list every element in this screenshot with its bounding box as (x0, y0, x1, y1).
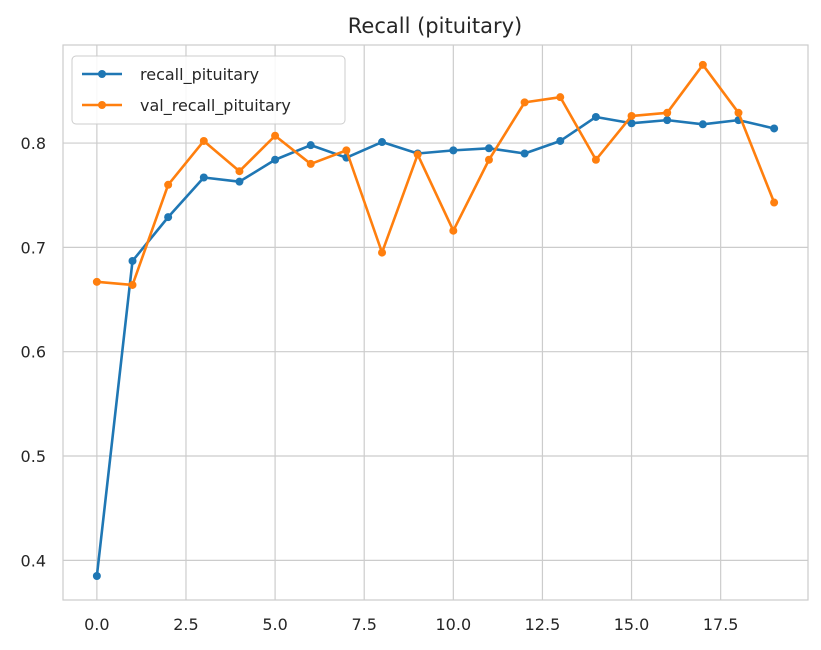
y-axis-ticks: 0.4 0.5 0.6 0.7 0.8 (21, 134, 46, 570)
legend-box (71, 55, 346, 125)
data-point (627, 111, 636, 120)
data-point (734, 108, 743, 117)
data-point (235, 177, 244, 186)
data-point (698, 120, 707, 129)
legend: recall_pituitary val_recall_pituitary (71, 55, 346, 125)
data-point (271, 155, 280, 164)
data-point (770, 124, 779, 133)
chart-title: Recall (pituitary) (348, 14, 522, 38)
data-point (271, 131, 280, 140)
data-point (663, 116, 672, 125)
data-point (378, 138, 387, 147)
legend-item: recall_pituitary (82, 65, 259, 85)
x-tick-label: 17.5 (703, 615, 739, 634)
legend-label: val_recall_pituitary (140, 96, 291, 116)
x-axis-ticks: 0.0 2.5 5.0 7.5 10.0 12.5 15.0 17.5 (84, 615, 738, 634)
data-point (449, 226, 458, 235)
series-val_recall_pituitary (92, 60, 779, 289)
series-line (95, 63, 776, 287)
y-tick-label: 0.6 (21, 343, 46, 362)
data-point (698, 60, 707, 69)
legend-item: val_recall_pituitary (82, 96, 291, 116)
x-tick-label: 0.0 (84, 615, 109, 634)
y-tick-label: 0.8 (21, 134, 46, 153)
data-point (591, 155, 600, 164)
data-point (627, 119, 636, 128)
series-line (95, 115, 776, 578)
series-recall_pituitary (92, 112, 779, 581)
data-point (770, 198, 779, 207)
data-point (128, 280, 137, 289)
data-point (449, 146, 458, 155)
data-point (520, 149, 529, 158)
plot-frame (62, 44, 809, 601)
data-point (164, 213, 173, 222)
data-point (92, 277, 101, 286)
data-point (484, 155, 493, 164)
data-point (306, 159, 315, 168)
data-point (413, 150, 422, 159)
data-point (128, 256, 137, 265)
x-tick-label: 12.5 (525, 615, 561, 634)
x-tick-label: 15.0 (614, 615, 650, 634)
data-point (92, 572, 101, 581)
x-tick-label: 10.0 (436, 615, 472, 634)
y-tick-label: 0.7 (21, 238, 46, 257)
data-point (556, 136, 565, 145)
data-point (199, 173, 208, 182)
data-point (556, 93, 565, 102)
data-point (378, 248, 387, 257)
series-layer (92, 60, 779, 581)
legend-swatch-marker (98, 101, 106, 109)
data-point (306, 141, 315, 150)
data-point (591, 112, 600, 121)
y-tick-label: 0.5 (21, 447, 46, 466)
data-point (484, 144, 493, 153)
data-point (164, 180, 173, 189)
data-point (235, 167, 244, 176)
x-tick-label: 2.5 (173, 615, 198, 634)
data-point (342, 146, 351, 155)
data-point (199, 136, 208, 145)
legend-swatch-marker (98, 70, 106, 78)
legend-label: recall_pituitary (140, 65, 259, 85)
x-tick-label: 5.0 (262, 615, 287, 634)
y-tick-label: 0.4 (21, 551, 46, 570)
data-point (663, 108, 672, 117)
x-tick-label: 7.5 (351, 615, 376, 634)
data-point (520, 98, 529, 107)
